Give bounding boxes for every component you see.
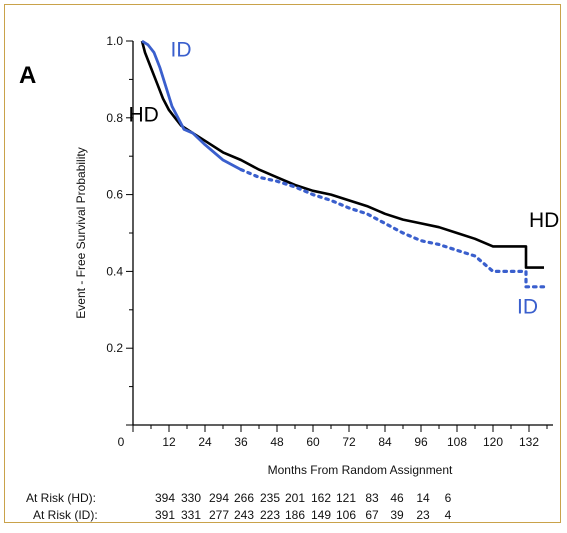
at-risk-value: 331 <box>181 508 201 522</box>
y-tick-label: 0.4 <box>106 264 123 278</box>
at-risk-value: 149 <box>311 508 331 522</box>
at-risk-value: 4 <box>445 508 452 522</box>
y-tick-label: 0.6 <box>106 188 123 202</box>
series-line-id <box>141 39 242 171</box>
at-risk-value: 186 <box>285 508 305 522</box>
chart-figure: 0.2 0.4 0.6 0.8 1.0 0 12 24 36 48 60 72 84 96 108 120 13… <box>4 4 561 523</box>
at-risk-value: 14 <box>416 491 430 505</box>
at-risk-value: 243 <box>234 508 254 522</box>
series-label-id: ID <box>171 38 192 61</box>
x-tick-label: 12 <box>162 435 176 449</box>
at-risk-value: 266 <box>234 491 254 505</box>
series-line-hd <box>140 40 544 269</box>
x-tick-label: 60 <box>306 435 320 449</box>
x-tick-label: 24 <box>198 435 212 449</box>
at-risk-value: 223 <box>260 508 280 522</box>
at-risk-label-hd: At Risk (HD): <box>26 491 96 505</box>
x-tick-label: 96 <box>414 435 428 449</box>
at-risk-label-id: At Risk (ID): <box>33 508 98 522</box>
x-tick-label: 36 <box>234 435 248 449</box>
at-risk-value: 83 <box>365 491 379 505</box>
at-risk-value: 201 <box>285 491 305 505</box>
x-axis-title: Months From Random Assignment <box>268 463 453 477</box>
x-tick-label: 72 <box>342 435 356 449</box>
x-tick-label: 0 <box>118 435 125 449</box>
x-tick-label: 108 <box>447 435 467 449</box>
y-tick-label: 0.2 <box>106 341 123 355</box>
y-axis-title: Event - Free Survival Probability <box>74 147 88 318</box>
at-risk-value: 391 <box>155 508 175 522</box>
chart-axes: 0.2 0.4 0.6 0.8 1.0 0 12 24 36 48 60 72 84 96 108 120 13… <box>106 34 553 449</box>
at-risk-value: 162 <box>311 491 331 505</box>
at-risk-value: 39 <box>390 508 404 522</box>
series-end-label-id: ID <box>517 296 538 319</box>
at-risk-value: 394 <box>155 491 175 505</box>
at-risk-value: 294 <box>209 491 229 505</box>
at-risk-value: 106 <box>336 508 356 522</box>
x-tick-label: 48 <box>270 435 284 449</box>
panel-label: A <box>19 62 36 89</box>
at-risk-table: At Risk (HD): At Risk (ID): 394 330 294 266… <box>26 491 452 522</box>
at-risk-value: 67 <box>365 508 379 522</box>
x-tick-label: 84 <box>378 435 392 449</box>
series-line-id-dotted <box>239 168 546 289</box>
at-risk-value: 6 <box>445 491 452 505</box>
at-risk-value: 235 <box>260 491 280 505</box>
at-risk-value: 330 <box>181 491 201 505</box>
x-tick-label: 120 <box>483 435 503 449</box>
at-risk-value: 277 <box>209 508 229 522</box>
at-risk-value: 23 <box>416 508 430 522</box>
x-tick-label: 132 <box>519 435 539 449</box>
chart-svg: 0.20.40.60.81.00 12 24 36 48 60 72 84 96 108 120 13… <box>19 34 559 522</box>
at-risk-value: 46 <box>390 491 404 505</box>
at-risk-value: 121 <box>336 491 356 505</box>
y-tick-label: 0.8 <box>106 111 123 125</box>
y-tick-label: 1.0 <box>106 34 123 48</box>
series-label-hd: HD <box>129 104 159 127</box>
chart-series <box>140 39 546 289</box>
series-end-label-hd: HD <box>529 209 559 232</box>
